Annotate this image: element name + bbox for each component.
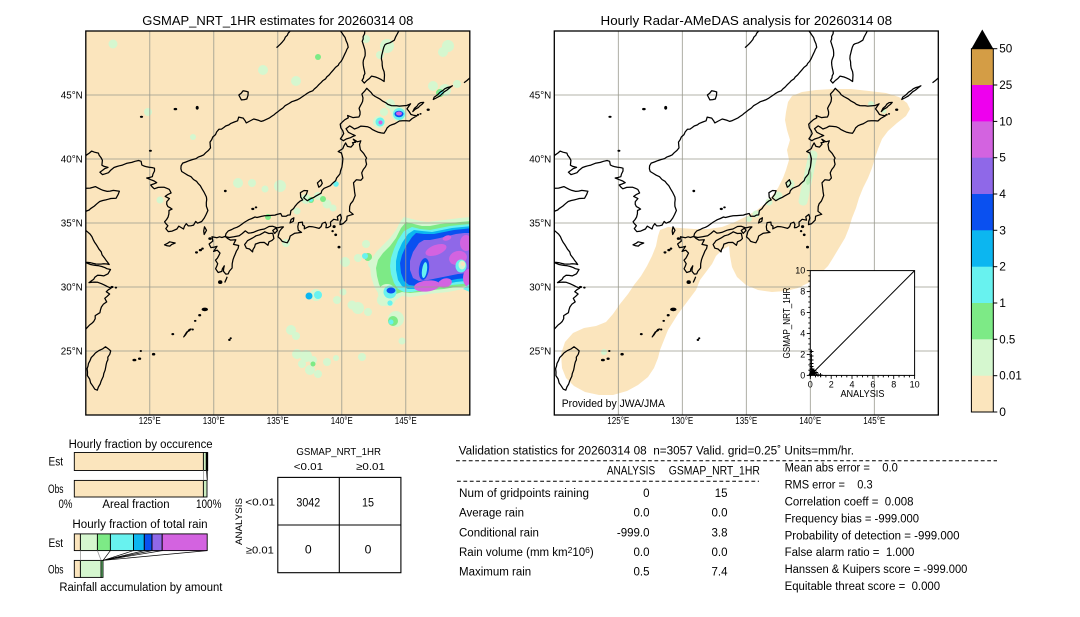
svg-text:Validation statistics for 2026: Validation statistics for 20260314 08 n=… [459,446,854,458]
svg-text:2: 2 [999,260,1006,274]
svg-text:4: 4 [800,329,805,339]
svg-text:25°N: 25°N [529,347,551,358]
svg-text:10: 10 [910,379,920,389]
svg-text:40°N: 40°N [529,155,551,166]
svg-text:Areal fraction: Areal fraction [102,499,169,511]
svg-text:25: 25 [999,78,1012,92]
svg-text:45°N: 45°N [61,91,83,102]
svg-text:3042: 3042 [296,496,320,510]
svg-text:Conditional rain: Conditional rain [459,528,539,540]
svg-text:0.0: 0.0 [634,508,650,520]
svg-text:0: 0 [999,405,1006,419]
svg-text:Rain volume (mm km2106): Rain volume (mm km2106) [459,545,594,559]
svg-text:Obs: Obs [48,565,64,577]
svg-text:Hourly fraction of total rain: Hourly fraction of total rain [72,519,207,531]
svg-text:3: 3 [999,223,1006,237]
svg-text:0.5: 0.5 [634,567,650,579]
svg-text:0: 0 [305,543,312,557]
svg-text:Mean abs error = 0.0: Mean abs error = 0.0 [785,463,898,475]
svg-text:6: 6 [800,308,805,318]
svg-text:6: 6 [870,379,875,389]
svg-text:5: 5 [999,151,1006,165]
svg-text:2: 2 [829,379,834,389]
svg-text:≥0.01: ≥0.01 [246,545,274,557]
svg-text:4: 4 [849,379,854,389]
svg-text:Hanssen & Kuipers score = -999: Hanssen & Kuipers score = -999.000 [785,564,968,576]
svg-text:3.8: 3.8 [712,528,728,540]
svg-text:Num of gridpoints raining: Num of gridpoints raining [459,488,589,500]
svg-text:GSMAP_NRT_1HR estimates for 20: GSMAP_NRT_1HR estimates for 20260314 08 [142,13,413,28]
svg-text:Est: Est [49,457,64,469]
svg-text:Average rain: Average rain [459,508,524,520]
svg-text:ANALYSIS: ANALYSIS [234,498,245,545]
svg-text:0.0: 0.0 [712,547,728,559]
svg-text:0: 0 [800,370,805,380]
svg-text:7.4: 7.4 [712,567,729,579]
svg-text:25°N: 25°N [61,347,83,358]
svg-text:35°N: 35°N [529,219,551,230]
svg-text:ANALYSIS: ANALYSIS [607,466,656,478]
svg-text:GSMAP_NRT_1HR: GSMAP_NRT_1HR [296,447,381,458]
svg-text:0: 0 [808,379,813,389]
svg-text:50: 50 [999,42,1012,56]
svg-text:<0.01: <0.01 [245,497,275,509]
svg-text:40°N: 40°N [61,155,83,166]
svg-text:45°N: 45°N [529,91,551,102]
svg-text:8: 8 [891,379,896,389]
svg-text:Probability of detection = -99: Probability of detection = -999.000 [785,530,960,542]
svg-text:0%: 0% [59,499,73,511]
svg-text:0.0: 0.0 [634,547,650,559]
svg-text:GSMAP_NRT_1HR: GSMAP_NRT_1HR [782,288,793,359]
svg-text:130°E: 130°E [671,416,693,427]
svg-text:Rainfall accumulation by amoun: Rainfall accumulation by amount [59,582,223,594]
svg-text:RMS error = 0.3: RMS error = 0.3 [785,480,873,492]
svg-text:Provided by JWA/JMA: Provided by JWA/JMA [562,398,666,410]
svg-text:0.5: 0.5 [999,332,1015,346]
svg-text:100%: 100% [196,499,222,511]
svg-text:10: 10 [795,266,805,276]
svg-text:15: 15 [715,488,728,500]
svg-text:-999.0: -999.0 [617,528,650,540]
svg-text:15: 15 [362,496,374,510]
svg-text:2: 2 [800,349,805,359]
svg-text:0.01: 0.01 [999,369,1022,383]
svg-text:Maximum rain: Maximum rain [459,567,531,579]
svg-text:ANALYSIS: ANALYSIS [840,388,884,400]
svg-text:Hourly fraction by occurence: Hourly fraction by occurence [69,439,213,451]
svg-text:0: 0 [365,543,372,557]
svg-text:Est: Est [49,538,64,550]
svg-text:GSMAP_NRT_1HR: GSMAP_NRT_1HR [669,466,760,478]
svg-text:135°E: 135°E [267,416,289,427]
svg-text:125°E: 125°E [139,416,161,427]
svg-text:0.0: 0.0 [712,508,728,520]
svg-text:4: 4 [999,187,1006,201]
svg-text:Obs: Obs [48,484,64,496]
svg-text:Frequency bias = -999.000: Frequency bias = -999.000 [785,513,920,525]
svg-text:10: 10 [999,114,1012,128]
svg-text:140°E: 140°E [799,416,821,427]
svg-text:145°E: 145°E [395,416,417,427]
svg-text:125°E: 125°E [607,416,629,427]
svg-text:1: 1 [999,296,1006,310]
svg-text:Correlation coeff = 0.008: Correlation coeff = 0.008 [785,497,914,509]
svg-text:145°E: 145°E [863,416,885,427]
svg-text:30°N: 30°N [529,283,551,294]
svg-text:140°E: 140°E [331,416,353,427]
svg-text:<0.01: <0.01 [294,461,323,473]
svg-text:≥0.01: ≥0.01 [356,461,385,473]
svg-text:35°N: 35°N [61,219,83,230]
svg-text:30°N: 30°N [61,283,83,294]
svg-text:8: 8 [800,287,805,297]
svg-text:0: 0 [643,488,649,500]
svg-text:Equitable threat score = 0.00: Equitable threat score = 0.000 [785,581,941,593]
svg-text:Hourly Radar-AMeDAS analysis f: Hourly Radar-AMeDAS analysis for 2026031… [601,13,893,28]
svg-text:False alarm ratio = 1.000: False alarm ratio = 1.000 [785,547,915,559]
svg-text:130°E: 130°E [203,416,225,427]
svg-text:135°E: 135°E [735,416,757,427]
